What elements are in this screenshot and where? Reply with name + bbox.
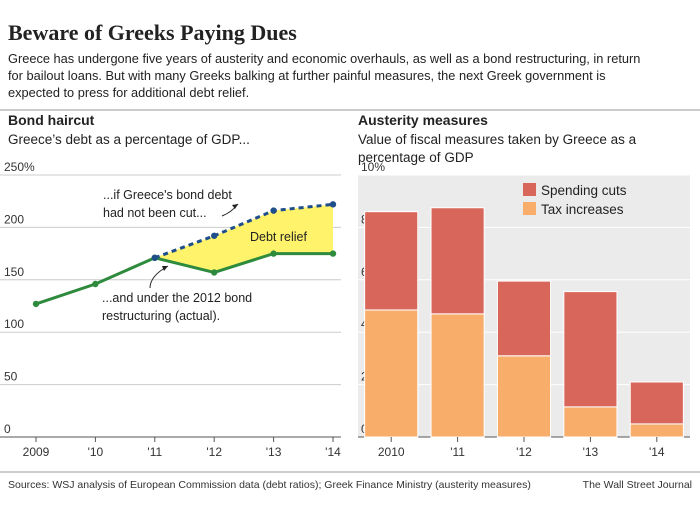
annotation: Debt relief [250, 230, 307, 244]
y-tick-label: 0 [4, 422, 11, 436]
chart-subtitle: Greece’s debt as a percentage of GDP... [8, 132, 250, 147]
debt-relief-area [154, 204, 333, 273]
point [32, 300, 40, 308]
annotation: had not been cut... [103, 206, 207, 220]
x-tick-label: '13 [266, 445, 282, 459]
line-chart: 0 50 100 150 200 250% 2009 '10 '11 '12 '13 '14 ...if… [0, 160, 341, 459]
subtitle-line: expected to press for additional debt re… [8, 85, 249, 100]
y-tick-label: 10% [361, 160, 385, 174]
arrow-head [162, 266, 168, 271]
annotation: ...if Greece's bond debt [103, 188, 232, 202]
point [329, 250, 337, 257]
source: Sources: WSJ analysis of European Commis… [8, 479, 531, 491]
x-tick-label: '12 [206, 445, 222, 459]
point [92, 280, 99, 288]
arrow-head [232, 204, 238, 209]
line [35, 252, 333, 306]
chart-title: Austerity measures [358, 112, 488, 128]
y-tick-label: 50 [4, 370, 18, 384]
bar-segment [364, 211, 419, 311]
bar-segment [563, 291, 618, 408]
chart-title: Bond haircut [8, 112, 95, 128]
bar-segment [430, 207, 485, 315]
point [211, 232, 218, 239]
y-tick-label: 200 [4, 212, 24, 226]
legend-label: Spending cuts [541, 183, 627, 198]
legend-label: Tax increases [541, 202, 624, 217]
bar-segment [629, 381, 684, 425]
legend-swatch [523, 183, 536, 196]
x-tick-label: '10 [88, 445, 104, 459]
x-tick-label: 2009 [23, 445, 50, 459]
credit: The Wall Street Journal [583, 479, 692, 491]
chart-subtitle: Value of fiscal measures taken by Greece… [358, 132, 637, 147]
bar-segment [496, 280, 552, 357]
x-tick-label: '11 [450, 445, 465, 459]
subtitle-line: for bailout loans. But with many Greeks … [8, 68, 606, 83]
point [211, 269, 218, 276]
title: Beware of Greeks Paying Dues [8, 20, 297, 45]
x-tick-label: 2010 [378, 445, 405, 459]
y-tick-label: 100 [4, 317, 24, 331]
bar-segment [629, 423, 684, 438]
point [329, 201, 337, 208]
annotation: ...and under the 2012 bond [102, 291, 252, 305]
y-tick-label: 150 [4, 265, 24, 279]
x-tick-label: '12 [516, 445, 532, 459]
point [270, 250, 277, 257]
bar-segment [563, 406, 618, 438]
x-tick-label: '14 [325, 445, 341, 459]
x-tick-label: '14 [649, 445, 665, 459]
line [154, 202, 334, 260]
bar-segment [364, 309, 419, 438]
y-tick-label: 250% [4, 160, 35, 174]
x-tick-label: '11 [147, 445, 162, 459]
annotation: restructuring (actual). [102, 309, 220, 323]
point [151, 254, 158, 261]
point [270, 207, 277, 214]
chart-subtitle: percentage of GDP [358, 150, 474, 165]
legend-swatch [523, 202, 536, 215]
bar-segment [430, 313, 485, 438]
subtitle-line: Greece has undergone five years of auste… [8, 51, 640, 66]
x-tick-label: '13 [583, 445, 599, 459]
bar-segment [496, 355, 552, 438]
